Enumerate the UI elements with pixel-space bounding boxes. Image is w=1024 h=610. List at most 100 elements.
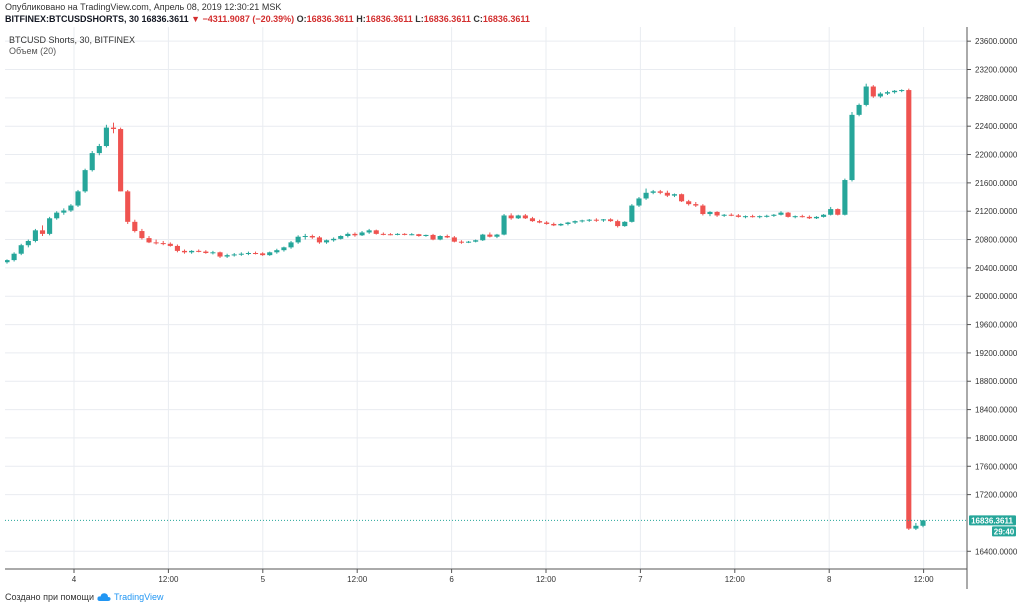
candle [18, 243, 24, 256]
candle-body [451, 237, 457, 242]
candle-body [25, 240, 31, 246]
candle-body [323, 240, 330, 243]
candle-body [693, 204, 699, 206]
candle-body [721, 214, 727, 216]
candle-body [224, 255, 230, 257]
candle [771, 214, 777, 217]
candle [352, 232, 358, 237]
candle [309, 234, 315, 239]
candle-body [245, 253, 251, 255]
candle [515, 214, 521, 220]
candle [508, 213, 514, 220]
candle-body [160, 243, 166, 245]
candle-body [671, 194, 678, 196]
candle-body [544, 222, 550, 224]
time-axis[interactable]: 4 12:00 5 12:00 6 12:00 7 12:00 8 12:00 [72, 569, 934, 584]
candle-body [899, 90, 905, 92]
candle-body [61, 210, 67, 213]
candle [32, 228, 38, 243]
candle-body [267, 252, 273, 256]
candle-body [579, 220, 585, 222]
candle [778, 211, 784, 216]
candle [636, 197, 642, 207]
candle [572, 220, 578, 224]
candle-body [515, 215, 521, 219]
candle [444, 234, 450, 239]
candle [735, 214, 741, 218]
candle-body [11, 253, 17, 261]
candle-body [309, 236, 315, 238]
close-label: C: [473, 14, 483, 24]
candle-body [47, 218, 53, 234]
candle-body [750, 216, 756, 218]
candle [39, 225, 46, 237]
candle [189, 250, 195, 254]
candle-body [110, 127, 117, 130]
candle-body [54, 212, 60, 219]
candle-body [487, 234, 493, 237]
candle-body [728, 214, 734, 216]
candle-body [4, 260, 10, 263]
price-change: ▼ −4311.9087 (−20.39%) [191, 14, 295, 24]
candle [402, 233, 408, 236]
candle-body [359, 232, 365, 236]
open-label: O: [296, 14, 307, 24]
candle-body [828, 209, 834, 215]
candle-body [799, 216, 805, 218]
candle [110, 122, 117, 134]
candle-body [522, 215, 528, 219]
candle [160, 240, 166, 246]
chart-background [5, 27, 1018, 589]
candle-body [650, 191, 656, 193]
candle-body [217, 252, 223, 257]
candle [764, 214, 770, 218]
candle-body [409, 234, 415, 236]
candle [856, 103, 862, 117]
candle [742, 215, 749, 219]
candle-body [181, 250, 188, 253]
y-tick-label: 20000.0000 [975, 292, 1018, 301]
candle [11, 252, 17, 262]
candlestick-chart[interactable]: 23600.0000 23200.0000 22800.0000 22400.0000… [4, 27, 1018, 589]
high-label: H: [356, 14, 366, 24]
candle-body [920, 520, 926, 526]
candle [629, 204, 635, 223]
candle-body [742, 216, 749, 218]
footer: Создано при помощи TradingView [5, 592, 164, 602]
candle [693, 201, 699, 207]
candle-body [508, 215, 514, 219]
candle-body [167, 243, 173, 246]
candle [501, 214, 507, 236]
grid-lines [5, 27, 967, 569]
candle-body [622, 221, 628, 227]
candle-body [757, 216, 763, 218]
candle [288, 240, 294, 249]
candle [721, 214, 727, 217]
candle [118, 127, 124, 192]
y-tick-label: 19600.0000 [975, 321, 1018, 330]
candle [146, 236, 152, 244]
candle [61, 208, 67, 215]
candle-body [465, 241, 472, 243]
candle [487, 232, 493, 238]
candle [920, 520, 926, 528]
price-axis[interactable]: 23600.0000 23200.0000 22800.0000 22400.0000… [967, 37, 1018, 556]
candle [359, 231, 365, 237]
candle [529, 216, 536, 222]
legend-volume[interactable]: Объем (20) [9, 46, 57, 56]
candle [828, 206, 834, 216]
chart-frame[interactable]: 23600.0000 23200.0000 22800.0000 22400.0000… [4, 27, 1018, 589]
published-line: Опубликовано на TradingView.com, Апрель … [5, 2, 282, 12]
candle-body [892, 90, 898, 93]
candle [125, 189, 131, 224]
footer-brand[interactable]: TradingView [113, 592, 164, 602]
x-tick-label: 12:00 [725, 575, 746, 584]
candle [643, 188, 649, 200]
candle [792, 215, 798, 219]
candle-body [529, 218, 536, 222]
y-tick-label: 17200.0000 [975, 491, 1018, 500]
candle-body [39, 230, 46, 234]
candle-body [600, 219, 607, 221]
candle-body [153, 242, 159, 244]
candle-body [856, 104, 862, 115]
